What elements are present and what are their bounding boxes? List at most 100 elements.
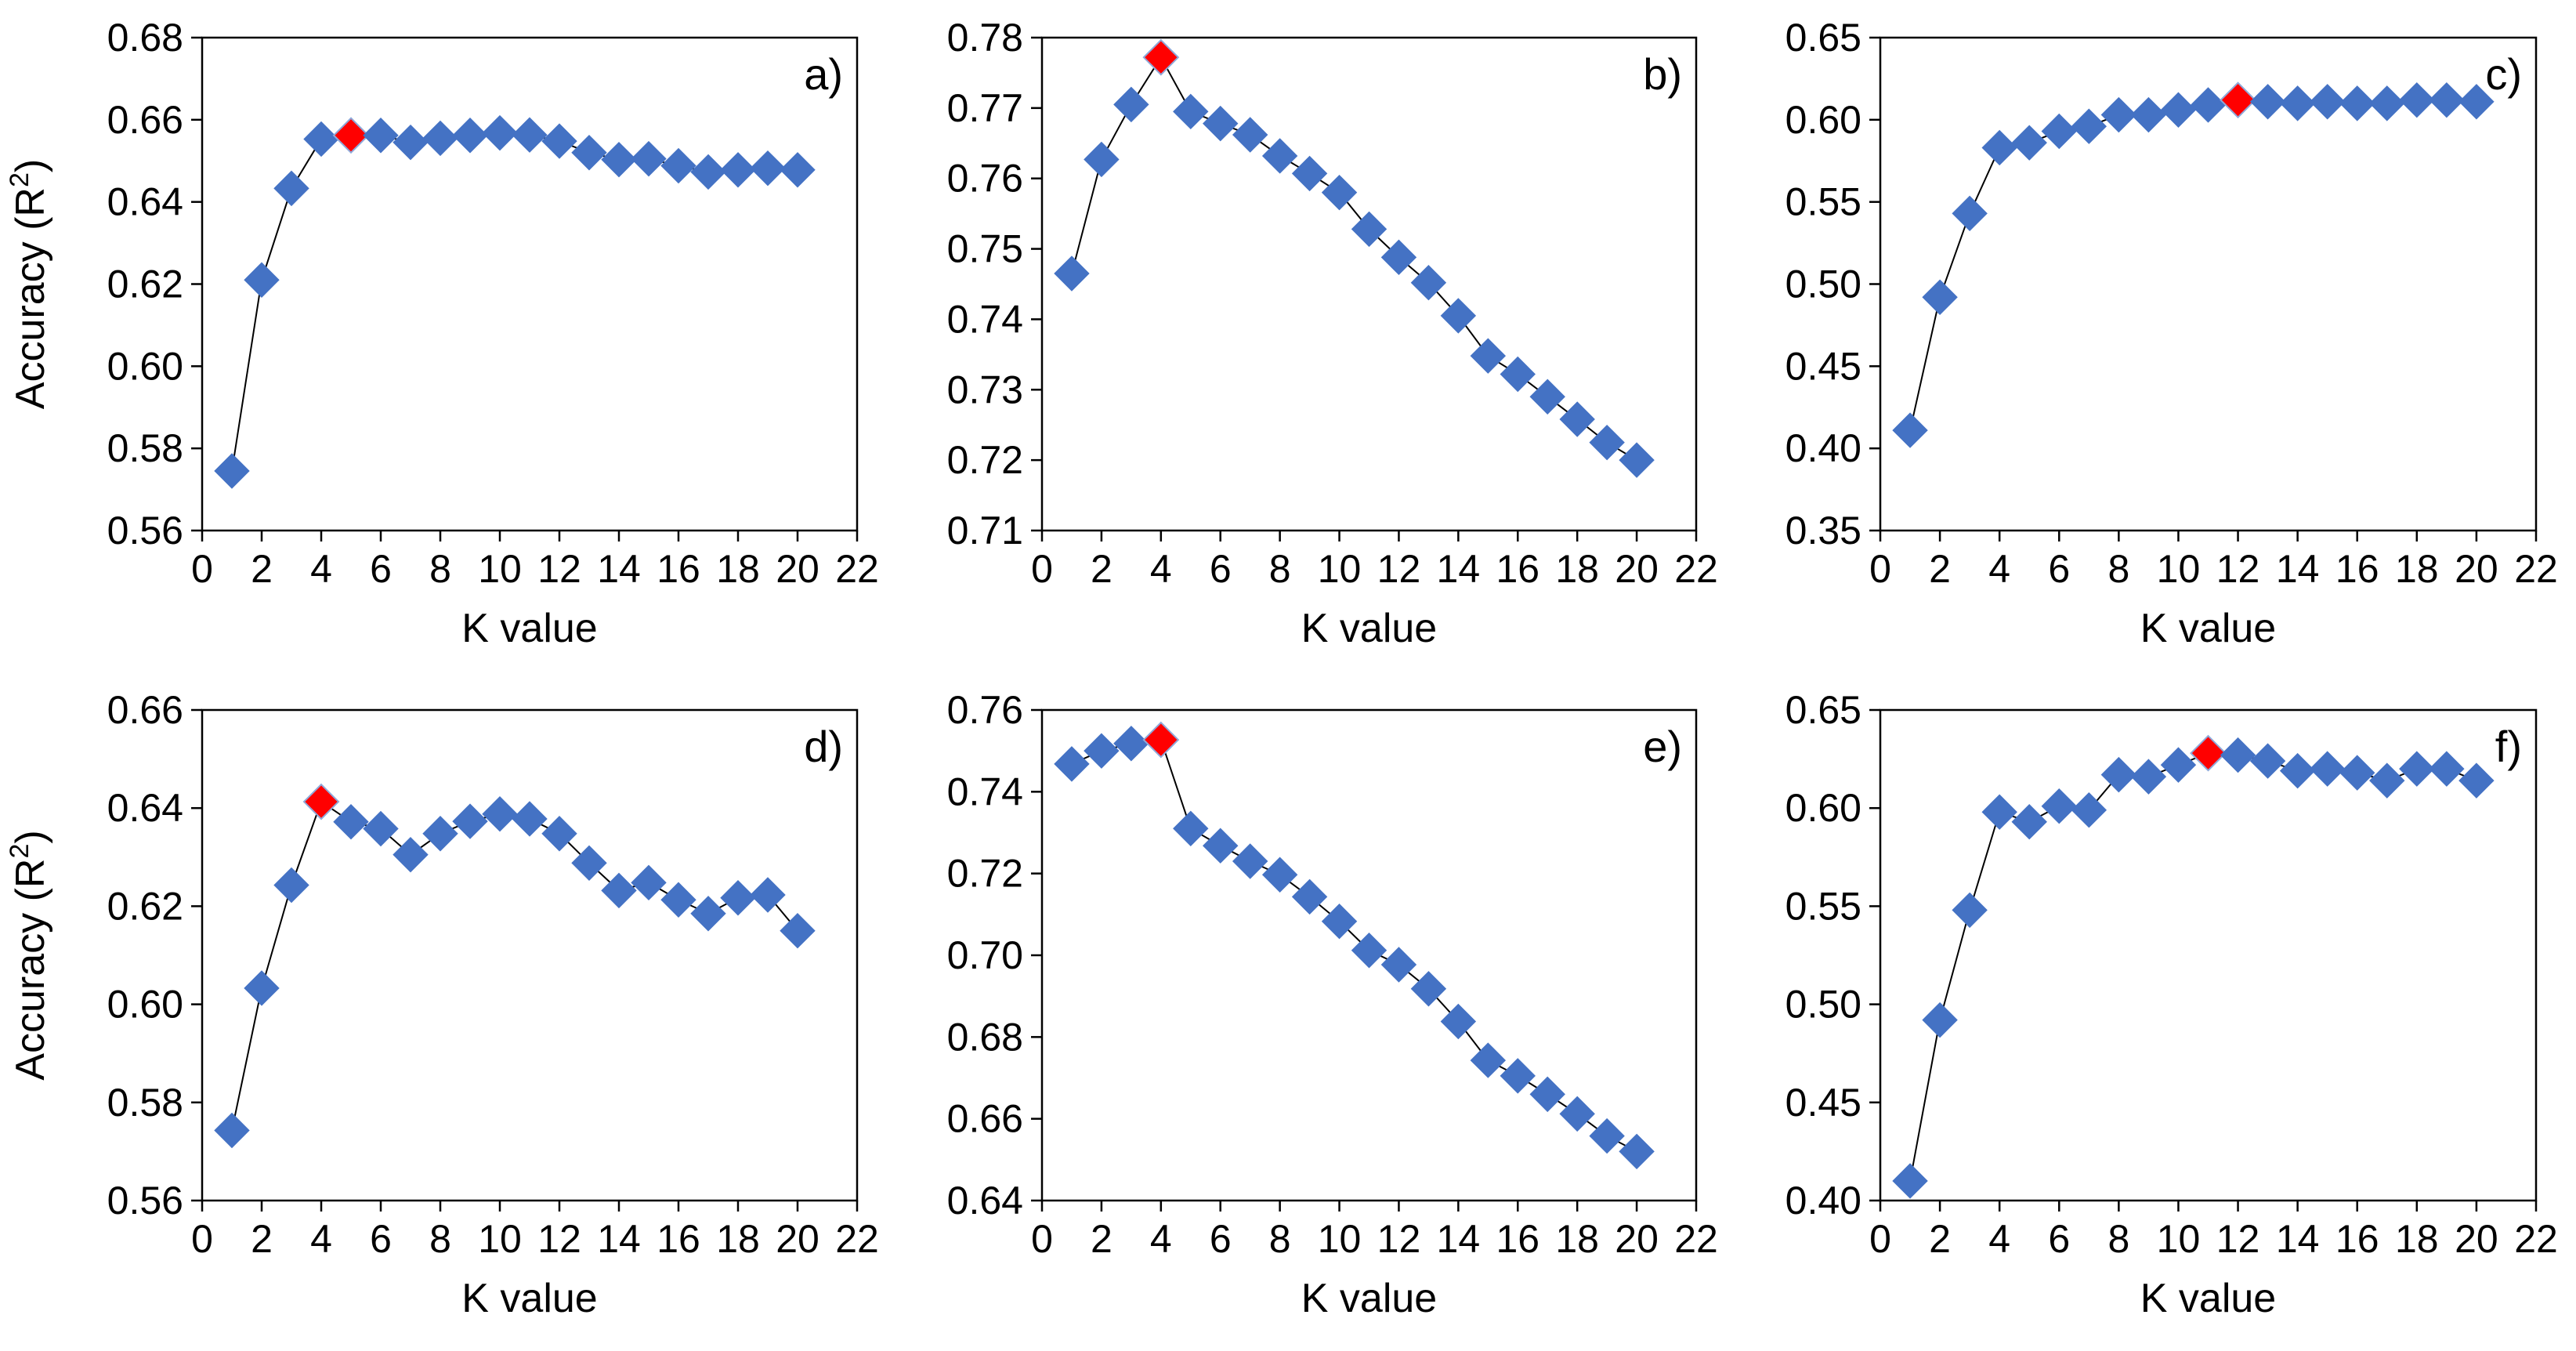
y-tick-label: 0.58 [107,1081,183,1125]
data-point-marker [422,816,458,852]
data-point-marker [1084,733,1120,769]
data-point-marker [1619,1133,1655,1170]
x-tick-label: 8 [429,1217,451,1261]
x-tick-label: 6 [370,1217,392,1261]
data-point-marker [2190,87,2227,123]
y-tick-label: 0.64 [947,1179,1023,1222]
data-point-marker [571,845,607,882]
data-point-marker [1054,255,1090,292]
x-tick-label: 18 [716,547,760,591]
y-tick-label: 0.56 [107,509,183,552]
data-point-marker [1113,86,1149,123]
y-tick-label: 0.60 [107,983,183,1027]
data-point-marker [780,912,816,949]
panel-a: 0 2 4 6 8 10 12 14 16 18 20 22 0.56 0.58 0.60 0.62 0.64 0… [5,16,879,651]
data-point-marker [244,262,280,298]
x-tick-label: 0 [1031,547,1053,591]
data-point-marker [2100,96,2137,133]
data-point-marker [1203,105,1239,142]
data-point-marker [422,120,458,157]
x-tick-label: 2 [1929,547,1951,591]
panel-label: e) [1643,722,1682,771]
data-point-marker [2041,113,2077,150]
y-tick-label: 0.35 [1785,509,1861,552]
y-tick-label: 0.66 [107,688,183,732]
data-point-marker [363,810,399,847]
data-point-marker [1084,141,1120,178]
y-tick-label: 0.76 [947,688,1023,732]
data-point-marker [601,141,637,178]
x-tick-label: 14 [2276,547,2320,591]
panel-label: c) [2485,49,2522,99]
data-point-marker [1173,810,1209,846]
x-tick-label: 2 [1091,1217,1113,1261]
y-tick-label: 0.65 [1785,688,1861,732]
data-point-marker [2279,85,2316,121]
data-point-marker [541,123,577,159]
data-point-marker [2220,737,2256,773]
data-point-marker [2249,84,2286,120]
x-tick-label: 18 [2395,1217,2439,1261]
plot-frame [1040,36,1698,532]
data-point-marker [1232,117,1268,153]
data-point-marker [571,135,607,171]
x-tick-label: 8 [2107,1217,2129,1261]
data-point-marker [541,816,577,852]
data-point-marker [1922,1001,1958,1038]
y-tick-label: 0.73 [947,368,1023,411]
y-axis-label: Accuracy (R2) [5,159,53,409]
data-point-marker [1981,129,2017,166]
y-tick-label: 0.45 [1785,1081,1861,1125]
data-point-marker [1054,746,1090,782]
x-tick-label: 8 [429,547,451,591]
panel-label: f) [2495,722,2522,771]
best-k-marker [2220,81,2256,119]
data-point-marker [1559,401,1595,437]
y-tick-label: 0.60 [1785,98,1861,142]
data-point-marker [2279,752,2316,789]
x-tick-label: 20 [776,1217,819,1261]
x-tick-label: 4 [1988,1217,2010,1261]
best-k-marker [1142,721,1180,759]
data-point-marker [1113,726,1149,762]
plot-frame [201,36,859,532]
x-tick-label: 12 [1377,547,1421,591]
y-tick-label: 0.40 [1785,1179,1861,1222]
data-point-marker [1291,878,1328,915]
y-tick-label: 0.56 [107,1179,183,1222]
data-point-marker [660,882,696,918]
data-point-marker [303,121,339,158]
y-tick-label: 0.65 [1785,16,1861,60]
best-k-marker [302,783,340,820]
x-tick-label: 16 [2335,1217,2379,1261]
data-point-marker [1351,211,1387,248]
y-tick-label: 0.60 [107,344,183,388]
x-tick-label: 0 [1031,1217,1053,1261]
best-k-marker [332,117,370,154]
data-point-marker [1559,1096,1595,1132]
data-point-marker [1380,947,1417,983]
x-tick-label: 16 [2335,547,2379,591]
data-point-marker [2309,84,2346,120]
x-tick-label: 8 [2107,547,2129,591]
y-tick-label: 0.55 [1785,884,1861,928]
y-tick-label: 0.78 [947,16,1023,60]
x-tick-label: 18 [2395,547,2439,591]
x-tick-label: 12 [2216,1217,2260,1261]
x-tick-label: 0 [191,547,213,591]
data-point-marker [2011,804,2047,840]
x-tick-label: 2 [1091,547,1113,591]
x-tick-label: 22 [1674,1217,1718,1261]
data-point-marker [2429,751,2465,787]
data-point-marker [512,801,548,837]
data-point-marker [1952,892,1988,929]
x-tick-label: 20 [2455,1217,2498,1261]
data-point-marker [1500,356,1536,393]
x-tick-label: 10 [1318,547,1362,591]
x-tick-label: 18 [716,1217,760,1261]
y-tick-label: 0.68 [107,16,183,60]
data-point-marker [1470,1042,1507,1078]
panel-f: 0 2 4 6 8 10 12 14 16 18 20 22 0.40 0.45 0.50 0.55 0.60 0… [1785,688,2558,1321]
data-point-marker [1261,138,1298,174]
data-point-marker [2458,84,2495,120]
